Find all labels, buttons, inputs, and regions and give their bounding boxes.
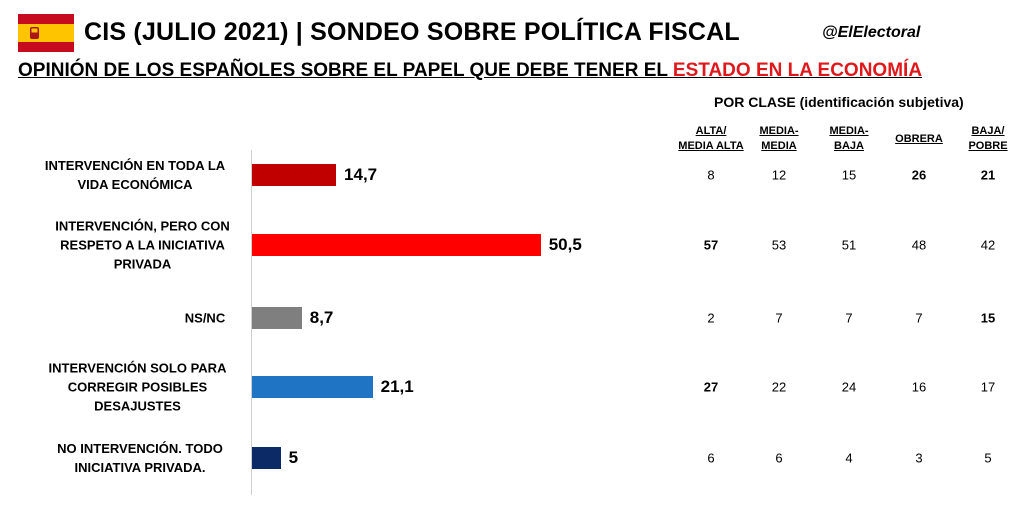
bar-value-label: 14,7	[344, 165, 378, 184]
column-header-line: OBRERA	[895, 133, 943, 145]
table-cell: 27	[703, 379, 719, 395]
table-cell: 53	[771, 237, 787, 253]
chart-subtitle: OPINIÓN DE LOS ESPAÑOLES SOBRE EL PAPEL …	[18, 60, 922, 82]
bar-value-label: 5	[288, 448, 299, 467]
table-cell: 51	[841, 237, 857, 253]
table-title: POR CLASE (identificación subjetiva)	[714, 94, 964, 110]
table-cell: 3	[915, 450, 923, 466]
table-cell: 57	[703, 237, 719, 253]
author-handle: @ElElectoral	[822, 24, 921, 41]
table-cell: 5	[984, 450, 992, 466]
column-header: MEDIA- MEDIA	[729, 124, 829, 154]
column-header-line: MEDIA-	[829, 125, 869, 137]
table-cell: 17	[980, 379, 996, 395]
table-cell: 48	[911, 237, 927, 253]
bar	[252, 234, 541, 256]
table-cell: 16	[911, 379, 927, 395]
page-title: CIS (JULIO 2021) | SONDEO SOBRE POLÍTICA…	[84, 18, 740, 46]
table-cell: 15	[841, 167, 857, 183]
column-header-line: MEDIA-	[759, 125, 799, 137]
bar	[252, 307, 302, 329]
category-label: INTERVENCIÓN, PERO CON RESPETO A LA INIC…	[55, 218, 230, 272]
table-cell: 7	[915, 310, 923, 326]
column-header: BAJA/POBRE	[938, 124, 1024, 154]
category-label: NO INTERVENCIÓN. TODO INICIATIVA PRIVADA…	[57, 441, 223, 475]
bar	[252, 447, 281, 469]
bar	[252, 164, 337, 186]
table-cell: 7	[775, 310, 783, 326]
table-cell: 6	[707, 450, 715, 466]
table-cell: 24	[841, 379, 857, 395]
category-axis-line	[251, 150, 252, 495]
column-header-line: BAJA	[834, 140, 864, 152]
spain-flag-icon	[18, 14, 74, 52]
column-header-line: MEDIA	[761, 140, 797, 152]
table-cell: 4	[845, 450, 853, 466]
column-header: OBRERA	[869, 132, 969, 147]
table-cell: 21	[980, 167, 996, 183]
bar-value-label: 8,7	[309, 308, 334, 327]
table-cell: 42	[980, 237, 996, 253]
column-header: MEDIA- BAJA	[799, 124, 899, 154]
table-cell: 12	[771, 167, 787, 183]
category-label: INTERVENCIÓN EN TODA LA VIDA ECONÓMICA	[44, 158, 226, 192]
column-header-line: MEDIA ALTA	[678, 140, 744, 152]
table-cell: 7	[845, 310, 853, 326]
table-cell: 15	[980, 310, 996, 326]
table-cell: 6	[775, 450, 783, 466]
column-header: ALTA/MEDIA ALTA	[661, 124, 761, 154]
subtitle-text: OPINIÓN DE LOS ESPAÑOLES SOBRE EL PAPEL …	[18, 60, 673, 81]
table-cell: 8	[707, 167, 715, 183]
table-cell: 22	[771, 379, 787, 395]
table-cell: 2	[707, 310, 715, 326]
subtitle-highlight: ESTADO EN LA ECONOMÍA	[672, 60, 923, 81]
column-header-line: ALTA/	[695, 125, 727, 137]
category-label: INTERVENCIÓN SOLO PARA CORREGIR POSIBLES…	[48, 360, 227, 414]
table-cell: 26	[911, 167, 927, 183]
bar-value-label: 50,5	[548, 235, 582, 254]
bar-value-label: 21,1	[380, 377, 414, 396]
column-header-line: POBRE	[968, 140, 1008, 152]
column-header-line: BAJA/	[971, 125, 1005, 137]
bar	[252, 376, 373, 398]
category-label: NS/NC	[184, 310, 226, 326]
